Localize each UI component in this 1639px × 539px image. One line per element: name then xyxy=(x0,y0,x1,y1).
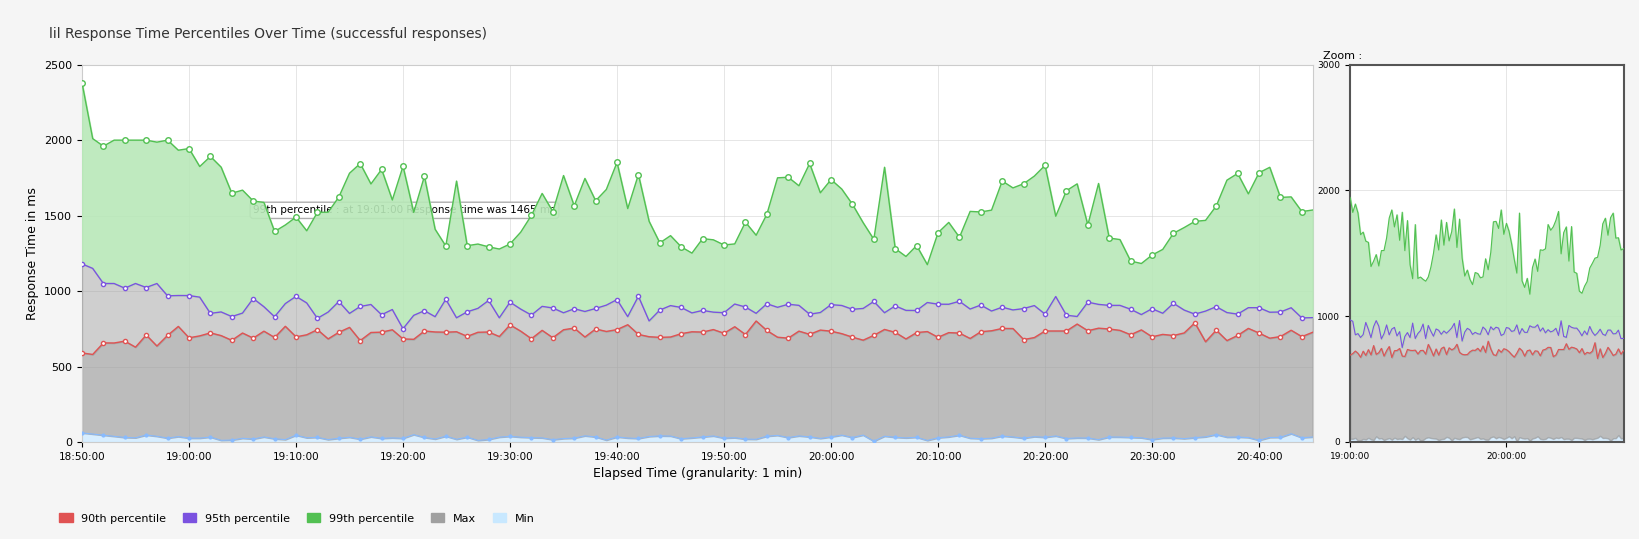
Text: Zoom :: Zoom : xyxy=(1323,51,1360,61)
X-axis label: Elapsed Time (granularity: 1 min): Elapsed Time (granularity: 1 min) xyxy=(592,467,801,480)
Text: lil Response Time Percentiles Over Time (successful responses): lil Response Time Percentiles Over Time … xyxy=(49,27,487,41)
Y-axis label: Response Time in ms: Response Time in ms xyxy=(26,187,39,320)
Legend: 90th percentile, 95th percentile, 99th percentile, Max, Min: 90th percentile, 95th percentile, 99th p… xyxy=(54,509,539,528)
Text: 99th percentile : at 19:01:00 Response time was 1465 ms: 99th percentile : at 19:01:00 Response t… xyxy=(252,205,556,216)
